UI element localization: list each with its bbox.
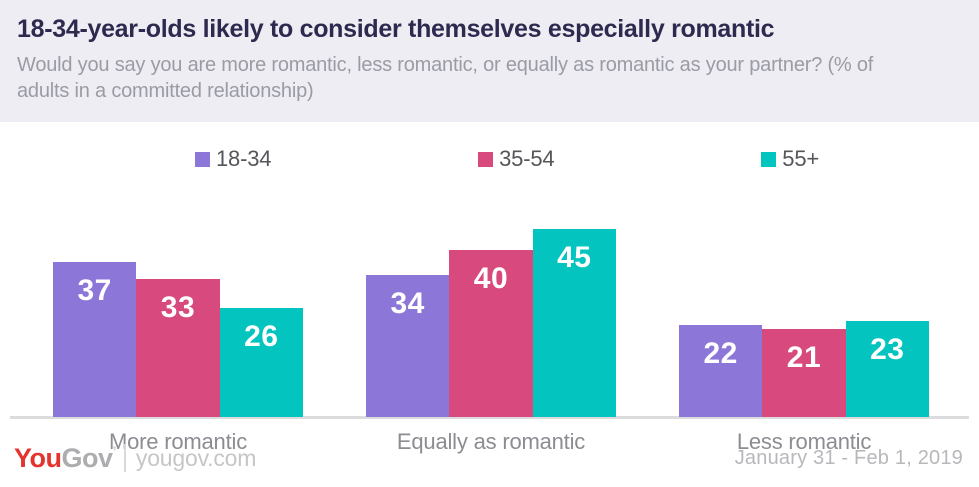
bar-value-label: 34 (390, 287, 425, 320)
logo-you: You (14, 442, 62, 473)
legend-label: 55+ (782, 146, 819, 171)
yougov-logo: YouGov’ yougov.com (14, 443, 256, 474)
bar-group: 22 21 23 (679, 321, 929, 417)
bar-value-label: 33 (160, 291, 196, 324)
plot-area: 37 33 26 34 40 45 22 21 23 (0, 192, 979, 419)
logo-gov: Gov (61, 442, 114, 473)
chart-title: 18-34-year-olds likely to consider thems… (17, 15, 775, 43)
bar-value-label: 26 (244, 320, 279, 353)
legend-swatch (478, 151, 494, 167)
header: 18-34-year-olds likely to consider thems… (0, 0, 979, 122)
category-label: More romantic (109, 429, 247, 454)
bar-group: 34 40 45 (366, 229, 616, 417)
legend-swatch (195, 151, 210, 167)
bar: 34 (366, 275, 450, 417)
legend-swatch (761, 151, 777, 167)
bar-group: 37 33 26 (53, 262, 303, 417)
bar-value-label: 40 (473, 262, 509, 295)
bar-value-label: 37 (77, 274, 112, 307)
legend-label: 18-34 (216, 146, 272, 171)
category-label: Less romantic (736, 429, 872, 454)
legend: 18-34 35-54 55+ (0, 146, 979, 172)
bar: 22 (679, 325, 763, 417)
logo-trademark: ’ (112, 442, 117, 459)
bar: 37 (53, 262, 137, 417)
bar-value-label: 22 (703, 337, 738, 370)
legend-label: 35-54 (499, 146, 555, 171)
bar-value-label: 23 (870, 333, 905, 366)
bar: 23 (845, 321, 929, 417)
chart-subtitle: Would you say you are more romantic, les… (17, 54, 874, 102)
bar: 40 (449, 250, 533, 417)
bar-value-label: 45 (557, 241, 592, 274)
bar-groups: 37 33 26 34 40 45 22 21 23 (0, 190, 979, 417)
logo-divider (123, 444, 126, 472)
legend-item-55+: 55+ (761, 146, 819, 172)
x-axis-line (10, 416, 969, 419)
bar-value-label: 21 (786, 341, 822, 374)
logo-text: YouGov’ (14, 443, 116, 474)
legend-item-35-54: 35-54 (478, 146, 555, 172)
category-labels: More romantic Equally as romantic Less rom… (0, 429, 979, 455)
bar: 26 (219, 308, 303, 417)
footer: YouGov’ yougov.com January 31 - Feb 1, 2… (0, 439, 979, 487)
bar: 33 (136, 279, 220, 417)
fieldwork-date: January 31 - Feb 1, 2019 (734, 446, 963, 469)
legend-item-18-34: 18-34 (195, 146, 271, 172)
category-label: Equally as romantic (396, 429, 586, 454)
bar: 21 (762, 329, 846, 417)
bar: 45 (532, 229, 616, 417)
logo-site-url: yougov.com (135, 444, 257, 471)
